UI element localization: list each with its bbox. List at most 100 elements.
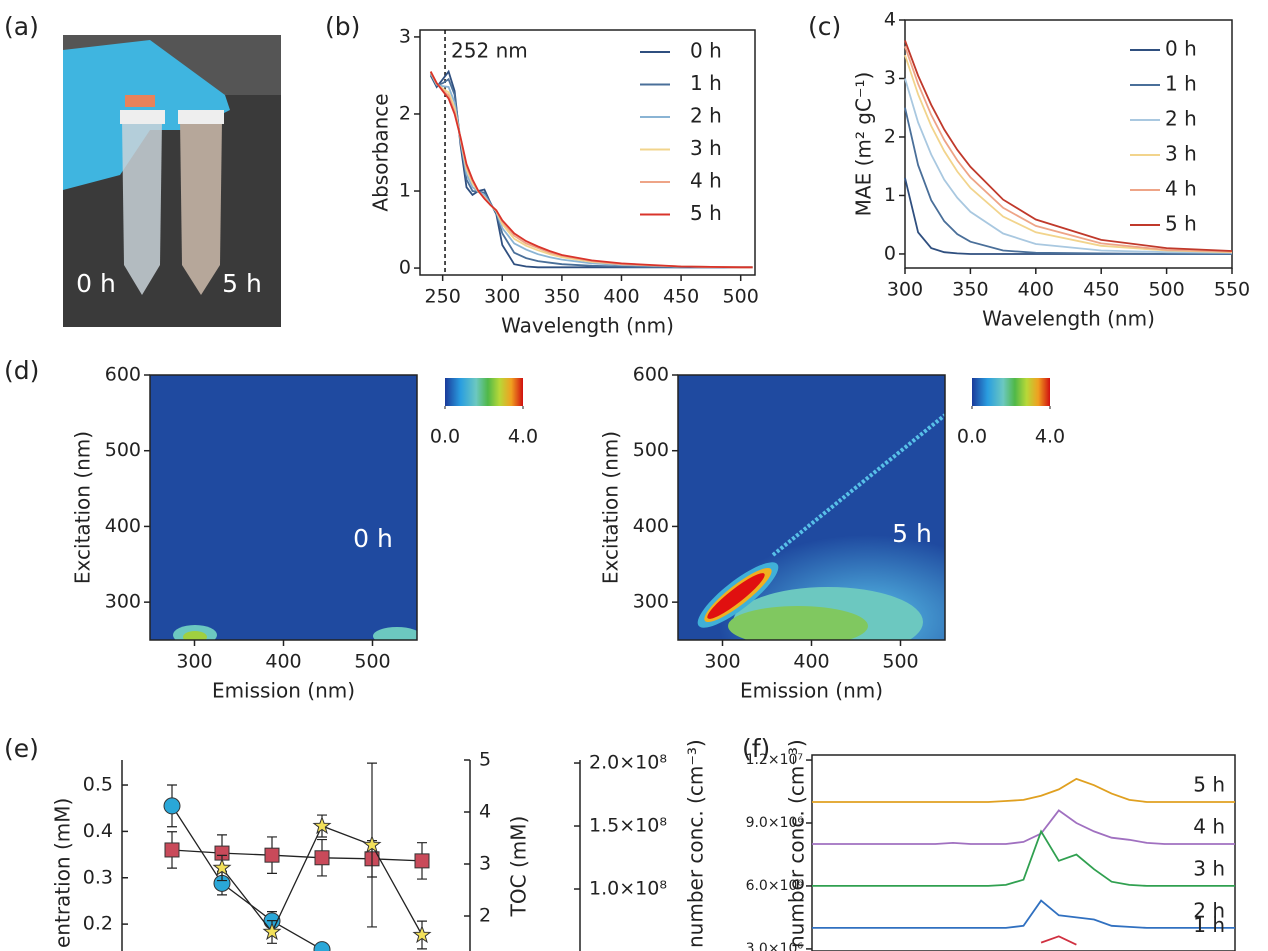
y-tick-label: 0 xyxy=(399,257,411,279)
series-line xyxy=(904,54,1233,254)
heatmap-region xyxy=(183,631,207,640)
y-axis-label: entration (mM) xyxy=(51,798,75,948)
y-tick-label: 600 xyxy=(105,364,141,386)
y-tick-label: 1 xyxy=(884,184,896,206)
marker xyxy=(262,922,282,941)
legend-label: 3 h xyxy=(690,136,722,160)
x-tick-label: 300 xyxy=(704,651,740,673)
y-axis-label: Excitation (nm) xyxy=(599,431,623,584)
y-tick-label: 2 xyxy=(399,102,411,124)
series-line xyxy=(812,899,1235,929)
y-tick-label: 2 xyxy=(479,905,491,927)
legend-label: 5 h xyxy=(690,201,722,225)
y-tick-label: 0.5 xyxy=(83,774,113,796)
y-tick-label: 3 xyxy=(884,67,896,89)
legend-label: 0 h xyxy=(1165,37,1197,61)
x-tick-label: 550 xyxy=(1214,279,1250,301)
x-tick-label: 500 xyxy=(723,286,759,308)
x-tick-label: 500 xyxy=(354,651,390,673)
series-label: 4 h xyxy=(1193,814,1225,838)
x-axis-label: Emission (nm) xyxy=(212,679,355,703)
y-tick-label: 0.3 xyxy=(83,866,113,888)
x-tick-label: 400 xyxy=(265,651,301,673)
panel-label: (b) xyxy=(325,12,360,41)
y-tick-label: 9.0×10⁶ xyxy=(746,815,804,831)
y-tick-label: 4 xyxy=(479,801,491,823)
y-tick-label: 6.0×10⁶ xyxy=(746,878,804,894)
legend-label: 4 h xyxy=(1165,177,1197,201)
series-line xyxy=(904,107,1232,255)
plot-frame xyxy=(904,19,1233,269)
legend-label: 2 h xyxy=(690,104,722,128)
x-axis-label: Wavelength (nm) xyxy=(501,314,674,338)
y-tick-label: 400 xyxy=(105,515,141,537)
y-axis-label: MAE (m² gC⁻¹) xyxy=(852,72,876,217)
panel-label: (d) xyxy=(4,356,39,385)
panel-label: (a) xyxy=(4,12,39,41)
x-tick-label: 500 xyxy=(1148,279,1184,301)
heatmap xyxy=(150,375,417,640)
heatmap-background xyxy=(150,375,417,640)
sample-label: 0 h xyxy=(353,524,393,553)
panel-label: (e) xyxy=(4,734,39,763)
series-line xyxy=(904,46,1233,253)
panel-label: (c) xyxy=(808,12,841,41)
y-tick-label: 1.2×10⁷ xyxy=(746,752,803,768)
heatmap-region xyxy=(373,627,417,640)
marker xyxy=(264,847,280,863)
y-tick-label: 500 xyxy=(105,439,141,461)
y-tick-label: 3 xyxy=(399,25,411,47)
marker xyxy=(412,925,432,944)
y-tick-label: 400 xyxy=(633,515,669,537)
marker xyxy=(314,850,330,866)
marker xyxy=(414,853,430,869)
marker xyxy=(313,941,331,951)
x-axis-label: Wavelength (nm) xyxy=(982,307,1155,331)
series-label: 1 h xyxy=(1193,913,1225,937)
y-tick-label: 600 xyxy=(633,364,669,386)
y-tick-label: 1 xyxy=(399,180,411,202)
y-axis-label: Absorbance xyxy=(369,93,393,211)
marker xyxy=(164,842,180,858)
series-line xyxy=(812,809,1235,845)
colorbar-tick-label: 0.0 xyxy=(430,426,460,448)
x-tick-label: 300 xyxy=(887,279,923,301)
photo xyxy=(63,35,281,327)
x-tick-label: 300 xyxy=(484,286,520,308)
x-tick-label: 500 xyxy=(882,651,918,673)
x-tick-label: 400 xyxy=(603,286,639,308)
x-tick-label: 250 xyxy=(425,286,461,308)
y-tick-label: 3 xyxy=(479,853,491,875)
series-label: 2 h xyxy=(1193,898,1225,922)
legend-label: 4 h xyxy=(690,169,722,193)
series-line xyxy=(429,71,753,269)
legend-label: 2 h xyxy=(1165,107,1197,131)
legend-label: 3 h xyxy=(1165,142,1197,166)
series-line xyxy=(1040,935,1077,946)
x-tick-label: 450 xyxy=(1083,279,1119,301)
x-tick-label: 300 xyxy=(176,651,212,673)
y-tick-label: 2.0×10⁸ xyxy=(589,752,667,774)
tube-label: 0 h xyxy=(76,269,116,298)
series-line xyxy=(171,849,423,862)
colorbar-tick-label: 0.0 xyxy=(957,426,987,448)
y-tick-label: 300 xyxy=(105,591,141,613)
colorbar xyxy=(445,378,523,406)
heatmap xyxy=(678,375,945,640)
series-line xyxy=(904,78,1233,254)
annotation: 252 nm xyxy=(451,39,528,63)
colorbar xyxy=(972,378,1050,406)
y-tick-label: 300 xyxy=(633,591,669,613)
y-tick-label: 5 xyxy=(479,749,491,771)
marker xyxy=(362,835,382,854)
marker xyxy=(163,797,181,815)
x-tick-label: 350 xyxy=(544,286,580,308)
series-line xyxy=(171,805,323,951)
colorbar-tick-label: 4.0 xyxy=(1035,426,1065,448)
legend-label: 1 h xyxy=(690,71,722,95)
marker xyxy=(212,858,232,876)
heatmap-region xyxy=(728,606,868,640)
x-tick-label: 400 xyxy=(793,651,829,673)
y-tick-label: 3.0×10⁶ xyxy=(746,941,804,951)
